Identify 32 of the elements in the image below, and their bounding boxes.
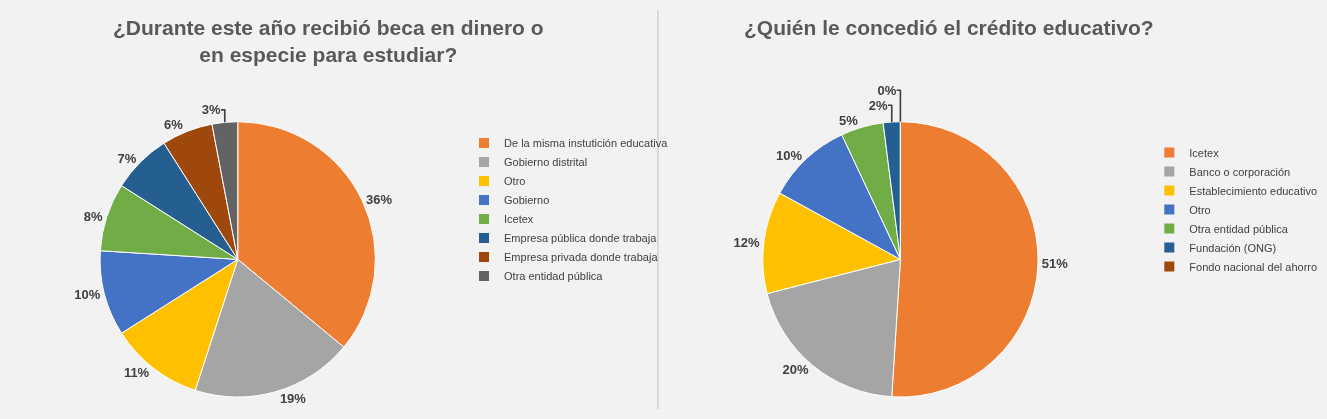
data-label: 5% (839, 112, 859, 128)
legend-label: Gobierno distrital (504, 156, 588, 169)
data-label: 10% (74, 286, 101, 302)
data-label: 20% (782, 362, 809, 378)
legend-label: De la misma instutición educativa (504, 137, 669, 150)
legend-label: Otro (1189, 203, 1211, 216)
chart-title: ¿Quién le concedió el crédito educativo? (744, 16, 1154, 39)
legend-label: Establecimiento educativo (1189, 184, 1318, 197)
text: 0% (877, 82, 897, 98)
legend-label: Otra entidad pública (1189, 222, 1289, 235)
data-label: 7% (117, 150, 137, 166)
data-label: 10% (775, 147, 803, 163)
data-label: 19% (279, 390, 307, 406)
data-label: 2% (868, 97, 889, 113)
chart-title: ¿Durante este año recibió beca en dinero o en especie para estudiar? (113, 16, 544, 67)
legend-label: Gobierno (504, 194, 550, 207)
legend-label: Otro (504, 175, 526, 188)
legend-label: Fondo nacional del ahorro (1189, 260, 1318, 273)
legend-label: Otra entidad pública (504, 270, 604, 283)
legend-label: Icetex (1189, 146, 1220, 159)
legend-label: Icetex (504, 213, 534, 226)
data-label: 6% (164, 117, 184, 133)
legend-label: Banco o corporación (1189, 165, 1291, 178)
data-label: 51% (1041, 256, 1069, 272)
data-label: 3% (201, 102, 222, 118)
data-label: 8% (83, 208, 104, 224)
legend-label: Empresa pública donde trabaja (504, 232, 658, 245)
data-label: 11% (123, 365, 150, 381)
legend-label: Empresa privada donde trabaja (504, 251, 659, 264)
data-label: 36% (366, 191, 393, 207)
data-label: 12% (733, 234, 761, 250)
legend-label: Fundación (ONG) (1189, 241, 1277, 254)
